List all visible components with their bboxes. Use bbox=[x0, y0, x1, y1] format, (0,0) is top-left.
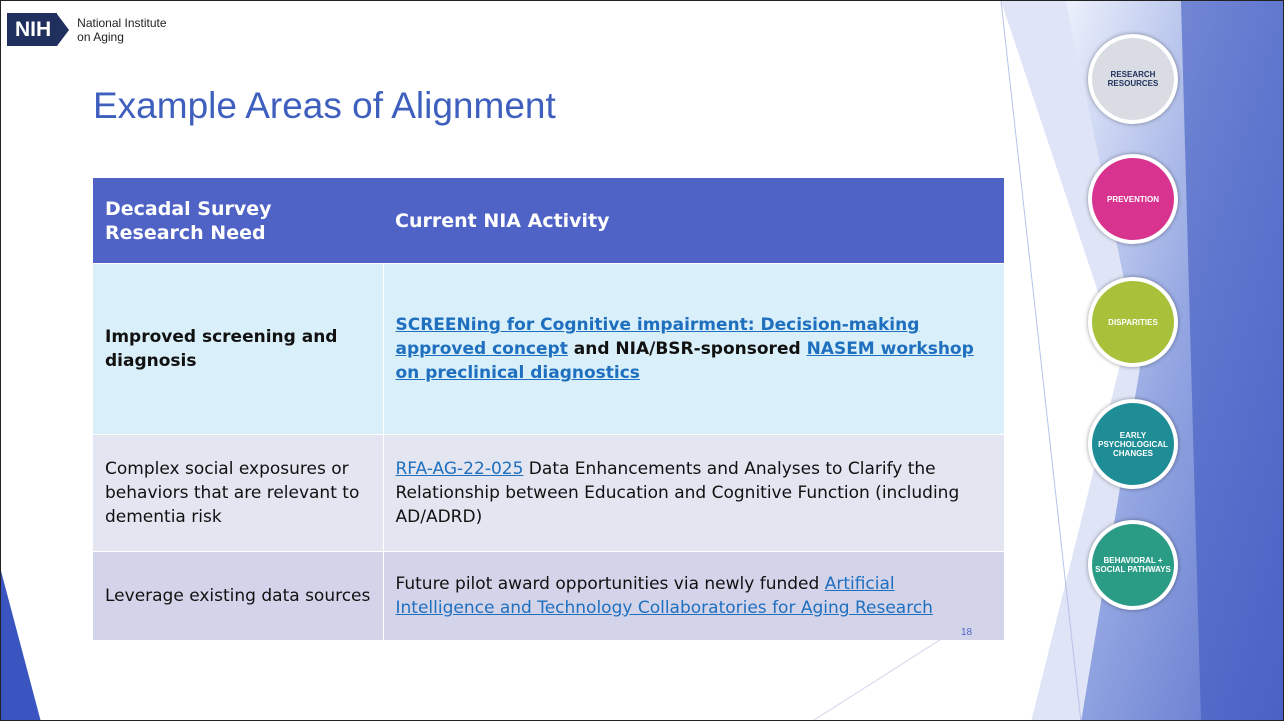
topic-icon: DISPARITIES bbox=[1088, 277, 1178, 367]
activity-cell: SCREENing for Cognitive impairment: Deci… bbox=[383, 263, 1004, 435]
topic-icon: EARLY PSYCHOLOGICAL CHANGES bbox=[1088, 399, 1178, 489]
topic-icon: RESEARCH RESOURCES bbox=[1088, 34, 1178, 124]
activity-link[interactable]: RFA-AG-22-025 bbox=[395, 459, 524, 479]
table-row: Improved screening and diagnosis SCREENin… bbox=[93, 263, 1004, 435]
activity-cell: RFA-AG-22-025 Data Enhancements and Anal… bbox=[383, 434, 1004, 552]
need-cell: Improved screening and diagnosis bbox=[93, 263, 384, 435]
org-line: on Aging bbox=[77, 29, 124, 44]
table-row: Leverage existing data sources Future pil… bbox=[93, 551, 1004, 640]
slide-title: Example Areas of Alignment bbox=[93, 85, 556, 126]
activity-cell: Future pilot award opportunities via new… bbox=[383, 551, 1004, 640]
activity-text: Data Enhancements and Analyses to Clarif… bbox=[395, 459, 960, 527]
column-header: Current NIA Activity bbox=[383, 178, 1004, 264]
logo-mark: NIH bbox=[7, 13, 58, 46]
topic-icon: BEHAVIORAL + SOCIAL PATHWAYS bbox=[1088, 520, 1178, 610]
activity-link[interactable]: NASEM workshop on preclinical diagnostic… bbox=[395, 339, 974, 383]
activity-text: and NIA/BSR-sponsored bbox=[567, 339, 807, 359]
page-number: 18 bbox=[961, 627, 973, 638]
alignment-table: Decadal Survey Research Need Current NIA … bbox=[93, 178, 1004, 640]
logo-arrow bbox=[57, 13, 70, 46]
column-header: Decadal Survey Research Need bbox=[93, 178, 383, 264]
need-cell: Leverage existing data sources bbox=[93, 551, 384, 640]
topic-icon: PREVENTION bbox=[1088, 154, 1178, 244]
org-line: National Institute bbox=[77, 15, 167, 30]
activity-link[interactable]: Artificial Intelligence and Technology C… bbox=[395, 574, 933, 618]
logo-text: National Institute on Aging bbox=[77, 16, 166, 44]
header-row: Decadal Survey Research Need Current NIA … bbox=[93, 178, 1004, 264]
activity-link[interactable]: SCREENing for Cognitive impairment: Deci… bbox=[395, 315, 920, 359]
need-cell: Complex social exposures or behaviors th… bbox=[93, 434, 384, 552]
activity-text: Future pilot award opportunities via new… bbox=[395, 574, 825, 594]
logo: NIH National Institute on Aging bbox=[7, 13, 167, 46]
table-row: Complex social exposures or behaviors th… bbox=[93, 434, 1004, 552]
